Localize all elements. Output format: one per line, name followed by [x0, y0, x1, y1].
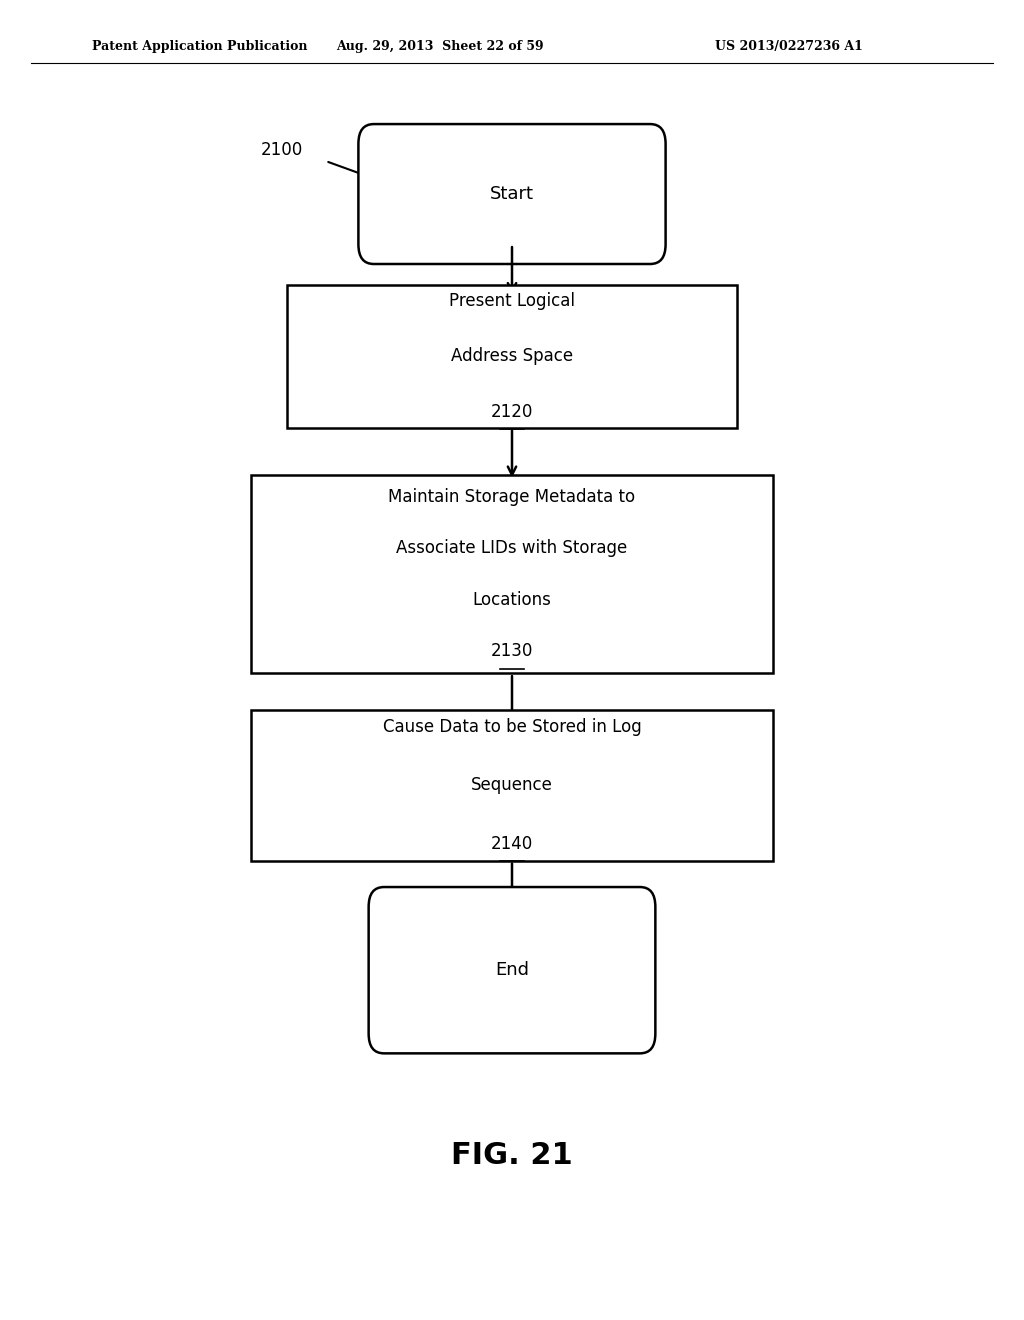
Text: 2100: 2100	[260, 141, 303, 160]
Text: Associate LIDs with Storage: Associate LIDs with Storage	[396, 540, 628, 557]
Text: Cause Data to be Stored in Log: Cause Data to be Stored in Log	[383, 718, 641, 735]
Text: Start: Start	[490, 185, 534, 203]
Bar	[251, 475, 773, 673]
FancyBboxPatch shape	[369, 887, 655, 1053]
Bar	[287, 285, 737, 428]
Text: Maintain Storage Metadata to: Maintain Storage Metadata to	[388, 488, 636, 506]
Text: End: End	[495, 961, 529, 979]
Text: Present Logical: Present Logical	[449, 292, 575, 310]
Text: FIG. 21: FIG. 21	[452, 1140, 572, 1170]
Text: 2120: 2120	[490, 403, 534, 421]
Text: US 2013/0227236 A1: US 2013/0227236 A1	[715, 40, 862, 53]
Text: Address Space: Address Space	[451, 347, 573, 366]
Text: Patent Application Publication: Patent Application Publication	[92, 40, 307, 53]
Text: Aug. 29, 2013  Sheet 22 of 59: Aug. 29, 2013 Sheet 22 of 59	[337, 40, 544, 53]
Text: Locations: Locations	[472, 591, 552, 609]
Text: 2140: 2140	[490, 836, 534, 853]
FancyBboxPatch shape	[358, 124, 666, 264]
Text: Sequence: Sequence	[471, 776, 553, 795]
Bar	[251, 710, 773, 861]
Text: 2130: 2130	[490, 643, 534, 660]
